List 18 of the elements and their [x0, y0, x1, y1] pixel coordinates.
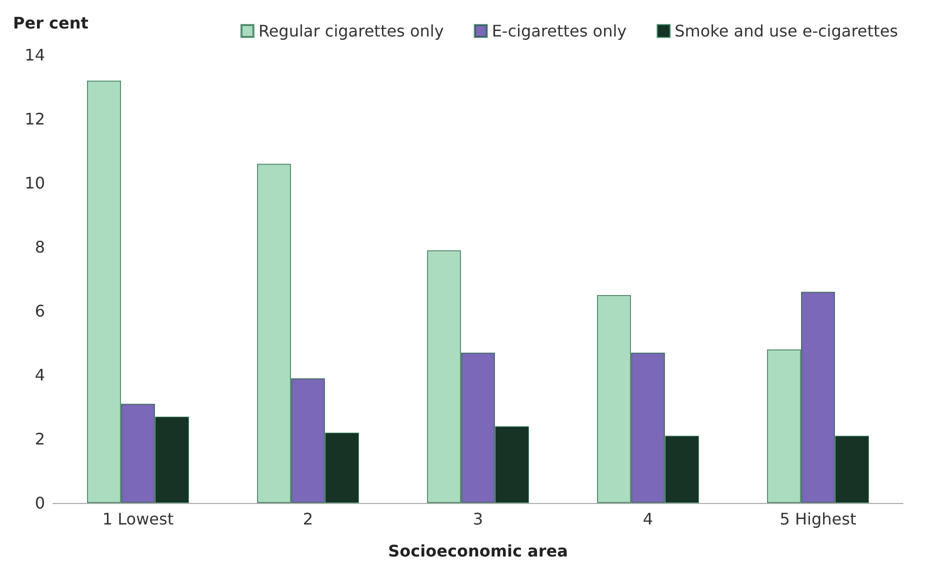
y-tick-label: 4 — [34, 366, 45, 384]
x-tick-label: 1 Lowest — [102, 510, 174, 528]
x-tick-label: 2 — [302, 510, 314, 528]
x-tick-label: 3 — [472, 510, 484, 528]
legend-label: E-cigarettes only — [492, 22, 627, 40]
y-tick-label: 10 — [24, 174, 45, 192]
y-tick-label: 2 — [34, 430, 45, 448]
y-axis-title: Per cent — [13, 14, 89, 32]
legend-label: Regular cigarettes only — [258, 22, 444, 40]
y-tick-label: 0 — [34, 494, 45, 512]
y-tick-label: 8 — [34, 238, 45, 256]
x-tick-label: 4 — [642, 510, 654, 528]
legend-label: Smoke and use e-cigarettes — [674, 22, 898, 40]
x-axis-title: Socioeconomic area — [388, 542, 568, 560]
y-tick-label: 14 — [24, 46, 45, 64]
y-tick-label: 12 — [24, 110, 45, 128]
y-tick-label: 6 — [34, 302, 45, 320]
x-tick-label: 5 Highest — [780, 510, 856, 528]
